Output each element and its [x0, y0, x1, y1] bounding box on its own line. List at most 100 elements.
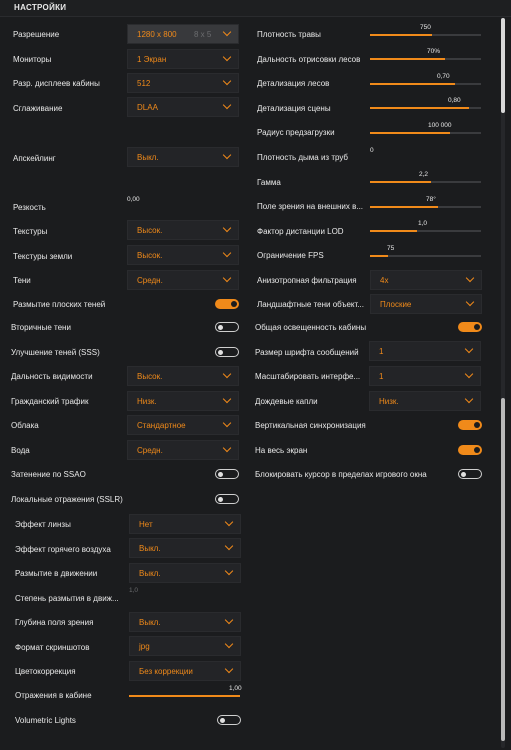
ssao-toggle[interactable] — [215, 469, 239, 479]
chevron-down-icon — [222, 369, 232, 379]
monitors-dropdown[interactable]: 1 Экран — [127, 49, 239, 69]
fps-limit-slider[interactable] — [370, 255, 481, 257]
chevron-down-icon — [464, 344, 474, 354]
secondary-shadows-label: Вторичные тени — [11, 323, 71, 332]
font-size-dropdown[interactable]: 1 — [369, 341, 481, 361]
hot-air-value: Выкл. — [139, 544, 161, 553]
civil-traffic-dropdown[interactable]: Низк. — [127, 391, 239, 411]
forest-detail-value: 0,70 — [437, 73, 450, 80]
fov-external-slider[interactable] — [370, 206, 481, 208]
cabin-res-label: Разр. дисплеев кабины — [13, 79, 100, 88]
lens-label: Эффект линзы — [15, 520, 71, 529]
chevron-down-icon — [222, 443, 232, 453]
view-distance-dropdown[interactable]: Высок. — [127, 366, 239, 386]
screenshot-format-label: Формат скриншотов — [15, 643, 90, 652]
slider-fill — [370, 255, 388, 257]
aspect-value: 8 x 5 — [194, 30, 212, 39]
screenshot-format-value: jpg — [139, 642, 150, 651]
hot-air-dropdown[interactable]: Выкл. — [129, 538, 241, 558]
rain-drops-dropdown[interactable]: Низк. — [369, 391, 481, 411]
water-label: Вода — [11, 446, 30, 455]
ui-scale-label: Масштабировать интерфе... — [255, 372, 361, 381]
toggle-knob — [218, 324, 223, 330]
font-size-value: 1 — [379, 347, 384, 356]
smoke-density-label: Плотность дыма из труб — [257, 153, 349, 162]
scrollbar-thumb-lower[interactable] — [501, 397, 505, 741]
textures-dropdown[interactable]: Высок. — [127, 220, 239, 240]
resolution-dropdown[interactable]: 1280 x 800 8 x 5 — [127, 24, 239, 44]
view-distance-value: Высок. — [137, 372, 163, 381]
slider-fill — [370, 83, 456, 85]
motion-blur-dropdown[interactable]: Выкл. — [129, 563, 241, 583]
water-dropdown[interactable]: Средн. — [127, 440, 239, 460]
dof-dropdown[interactable]: Выкл. — [129, 612, 241, 632]
forest-detail-slider[interactable] — [370, 83, 481, 85]
motion-blur-value: Выкл. — [139, 569, 161, 578]
forest-distance-slider[interactable] — [370, 58, 481, 60]
preload-radius-value: 100 000 — [428, 122, 452, 129]
toggle-knob — [218, 471, 223, 477]
smoke-density-slider[interactable] — [370, 157, 481, 159]
gamma-slider[interactable] — [370, 181, 481, 183]
cabin-res-dropdown[interactable]: 512 — [127, 73, 239, 93]
grass-density-slider[interactable] — [370, 34, 481, 36]
sss-toggle[interactable] — [215, 347, 239, 357]
forest-distance-label: Дальность отрисовки лесов — [257, 55, 361, 64]
toggle-knob — [474, 447, 480, 453]
rain-drops-label: Дождевые капли — [255, 397, 318, 406]
smoke-density-value: 0 — [370, 147, 374, 154]
smoothing-dropdown[interactable]: DLAA — [127, 97, 239, 117]
scrollbar-thumb[interactable] — [501, 18, 505, 113]
ui-scale-dropdown[interactable]: 1 — [369, 366, 481, 386]
scrollbar[interactable] — [501, 18, 505, 748]
vsync-toggle[interactable] — [458, 420, 482, 430]
cabin-ambient-toggle[interactable] — [458, 322, 482, 332]
font-size-label: Размер шрифта сообщений — [255, 348, 359, 357]
toggle-knob — [461, 471, 466, 477]
toggle-knob — [474, 422, 480, 428]
scene-detail-label: Детализация сцены — [257, 104, 331, 113]
sharpness-label: Резкость — [13, 203, 46, 212]
chevron-down-icon — [222, 273, 232, 283]
secondary-shadows-toggle[interactable] — [215, 322, 239, 332]
volumetric-toggle[interactable] — [217, 715, 241, 725]
volumetric-label: Volumetric Lights — [15, 716, 76, 725]
toggle-knob — [474, 324, 480, 330]
slider-fill — [370, 206, 438, 208]
blur-flat-shadows-toggle[interactable] — [215, 299, 239, 309]
cabin-ambient-label: Общая освещенность кабины — [255, 323, 367, 332]
landscape-shadows-label: Ландшафтные тени объект... — [257, 300, 364, 309]
lens-dropdown[interactable]: Нет — [129, 514, 241, 534]
anisotropic-value: 4x — [380, 276, 389, 285]
chevron-down-icon — [464, 369, 474, 379]
chevron-down-icon — [222, 76, 232, 86]
smoothing-value: DLAA — [137, 103, 158, 112]
slider-fill — [370, 181, 432, 183]
sslr-toggle[interactable] — [215, 494, 239, 504]
ground-textures-dropdown[interactable]: Высок. — [127, 245, 239, 265]
fullscreen-label: На весь экран — [255, 446, 308, 455]
shadows-dropdown[interactable]: Средн. — [127, 270, 239, 290]
lock-cursor-toggle[interactable] — [458, 469, 482, 479]
slider-fill — [370, 34, 433, 36]
upscaling-dropdown[interactable]: Выкл. — [127, 147, 239, 167]
chevron-down-icon — [222, 248, 232, 258]
fullscreen-toggle[interactable] — [458, 445, 482, 455]
forest-distance-value: 70% — [427, 48, 441, 55]
chevron-down-icon — [224, 664, 234, 674]
anisotropic-dropdown[interactable]: 4x — [370, 270, 482, 290]
cabin-reflections-slider[interactable] — [129, 695, 240, 697]
chevron-down-icon — [465, 297, 475, 307]
sslr-label: Локальные отражения (SSLR) — [11, 495, 123, 504]
clouds-dropdown[interactable]: Стандартное — [127, 415, 239, 435]
screenshot-format-dropdown[interactable]: jpg — [129, 636, 241, 656]
lod-factor-slider[interactable] — [370, 230, 481, 232]
water-value: Средн. — [137, 446, 163, 455]
preload-radius-slider[interactable] — [370, 132, 481, 134]
fov-external-value: 78° — [426, 196, 436, 203]
chevron-down-icon — [222, 27, 232, 37]
landscape-shadows-dropdown[interactable]: Плоские — [370, 294, 482, 314]
color-correction-dropdown[interactable]: Без коррекции — [129, 661, 241, 681]
toggle-knob — [231, 301, 237, 307]
scene-detail-slider[interactable] — [370, 107, 481, 109]
